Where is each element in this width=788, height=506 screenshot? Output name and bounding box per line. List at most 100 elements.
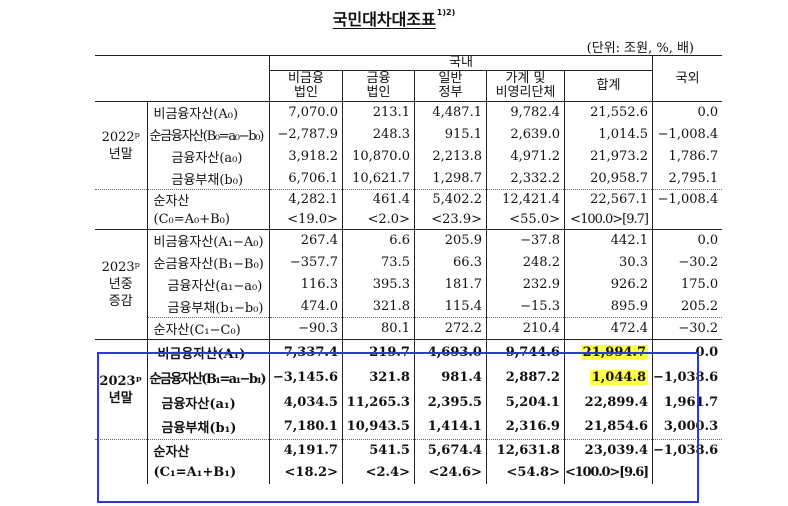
cell: 472.4 [563,317,653,340]
cell: 1,961.7 [652,389,723,415]
cell: <18.2> [268,461,343,484]
cell: 915.1 [413,123,487,146]
table-title: 국민대차대조표1)2) [0,6,788,30]
cell: 115.4 [413,295,487,318]
cell: 7,180.1 [268,414,343,440]
cell [652,461,723,484]
cell: 22,567.1 [563,189,653,210]
cell: −357.7 [268,251,343,274]
table-row: 2023ᵖ 년중 증감 비금융자산(A₁−A₀) 267.4 6.6 205.9 −… [95,229,723,340]
row-label: 순자산 [146,439,270,462]
title-footnote: 1)2) [436,8,456,17]
cell: 1,786.7 [652,145,723,168]
cell: 0.0 [652,101,723,124]
cell: <19.0> [268,209,343,230]
table-row: 금융자산(a₁−a₀) 116.3 395.3 181.7 232.9 926.… [95,273,723,296]
cell: 474.0 [268,295,343,318]
balance-sheet-table: 국내 국외 비금융 법인 금융 법인 일반 정부 가계 및 비영리단체 합계 2022ᵖ… [95,55,723,484]
group-spacer [95,439,147,484]
table-row: 금융자산(a₁) 4,034.5 11,265.3 2,395.5 5,204.… [95,389,723,415]
cell: 4,282.1 [268,189,343,210]
table-row: (C₁=A₁+B₁) <18.2> <2.4> <24.6> <54.8> <1… [95,461,723,484]
cell: <55.0> [485,209,565,230]
row-label: 금융부채(b₁−b₀) [146,295,270,318]
cell: −1,008.4 [652,123,723,146]
cell: 2,395.5 [413,389,487,415]
cell: 3,000.3 [652,414,723,440]
row-label: 순금융자산(B₁=a₁−b₁) [146,364,270,390]
cell: 21,552.6 [563,101,653,124]
cell-highlighted: 1,044.8 [563,364,653,390]
table-row: 순자산 4,282.1 461.4 5,402.2 12,421.4 22,56… [95,189,723,230]
group-spacer [95,189,147,230]
table-row: 금융자산(a₀) 3,918.2 10,870.0 2,213.8 4,971.… [95,145,723,168]
cell: 7,070.0 [268,101,343,124]
row-label: 비금융자산(A₀) [146,101,270,124]
table-row: 금융부채(b₁) 7,180.1 10,943.5 1,414.1 2,316.… [95,414,723,440]
group-label-2022-end: 2022ᵖ 년말 [95,101,147,190]
cell: −90.3 [268,317,343,340]
cell: 9,744.6 [485,339,565,365]
cell: 175.0 [652,273,723,296]
cell: 248.3 [341,123,415,146]
group-label-2023-end: 2023ᵖ 년말 [95,339,147,440]
title-text: 국민대차대조표 [332,10,436,29]
row-label: 순자산(C₁−C₀) [146,317,270,340]
cell: <2.4> [341,461,415,484]
row-label: 금융부채(b₁) [146,414,270,440]
table-row: 순자산 4,191.7 541.5 5,674.4 12,631.8 23,03… [95,439,723,484]
cell: 11,265.3 [341,389,415,415]
cell: 395.3 [341,273,415,296]
row-label: 순금융자산(B₀=a₀−b₀) [146,123,270,146]
cell: 73.5 [341,251,415,274]
cell: 23,039.4 [563,439,653,462]
cell: 981.4 [413,364,487,390]
cell: 2,316.9 [485,414,565,440]
cell: 2,332.2 [485,167,565,190]
cell: 213.1 [341,101,415,124]
cell: −30.2 [652,317,723,340]
header-col-total: 합계 [563,70,653,102]
row-label: 금융자산(a₁−a₀) [146,273,270,296]
cell: −1,008.4 [652,189,723,210]
table-row: 2023ᵖ 년말 비금융자산(A₁) 7,337.4 219.7 4,693.0 … [95,339,723,440]
cell: −37.8 [485,229,565,252]
cell: 267.4 [268,229,343,252]
cell: 272.2 [413,317,487,340]
cell: 9,782.4 [485,101,565,124]
cell: 0.0 [652,229,723,252]
header-foreign: 국외 [652,55,723,102]
row-label: 순자산 [146,189,270,210]
cell: 6.6 [341,229,415,252]
cell: 461.4 [341,189,415,210]
cell: 20,958.7 [563,167,653,190]
cell: 10,870.0 [341,145,415,168]
cell: 248.2 [485,251,565,274]
cell: 210.4 [485,317,565,340]
cell: 2,795.1 [652,167,723,190]
row-label: 금융부채(b₀) [146,167,270,190]
cell: −2,787.9 [268,123,343,146]
cell: −30.2 [652,251,723,274]
header-col-nonfin-corp: 비금융 법인 [268,70,343,102]
cell: −1,038.6 [652,439,723,462]
cell: 2,213.8 [413,145,487,168]
header-col-household: 가계 및 비영리단체 [485,70,565,102]
cell: 12,631.8 [485,439,565,462]
cell: 926.2 [563,273,653,296]
cell: −15.3 [485,295,565,318]
cell: <54.8> [485,461,565,484]
cell: 895.9 [563,295,653,318]
cell: 205.9 [413,229,487,252]
cell: 5,204.1 [485,389,565,415]
cell: 4,693.0 [413,339,487,365]
cell: 5,402.2 [413,189,487,210]
cell: <100.0>[9.6] [563,461,653,484]
cell: 30.3 [563,251,653,274]
group-label-2023-change: 2023ᵖ 년중 증감 [95,229,147,340]
cell: 442.1 [563,229,653,252]
cell: 4,971.2 [485,145,565,168]
cell: 4,034.5 [268,389,343,415]
table-row: 순자산(C₁−C₀) −90.3 80.1 272.2 210.4 472.4 … [95,317,723,340]
header-col-government: 일반 정부 [413,70,487,102]
